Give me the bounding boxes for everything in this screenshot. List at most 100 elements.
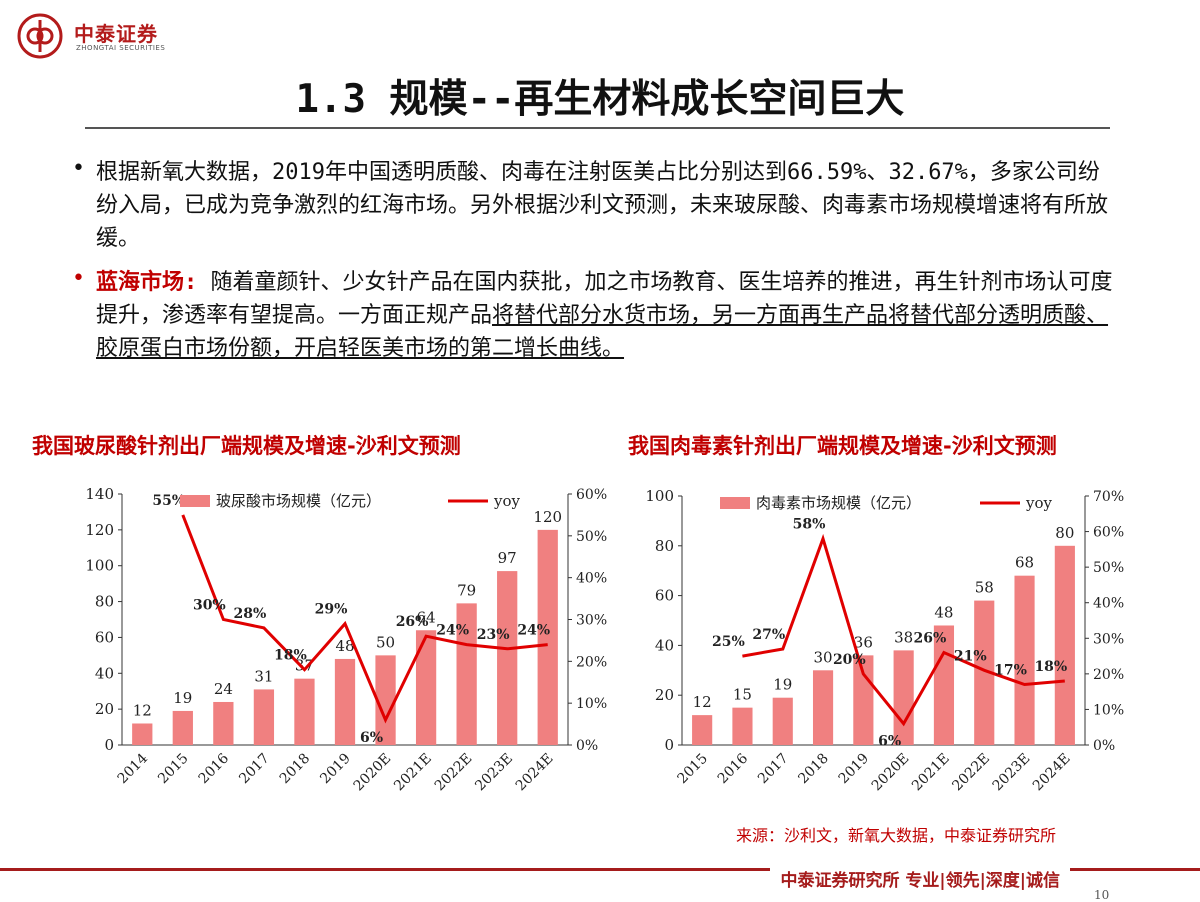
right-tick-label: 20%	[1093, 667, 1124, 683]
bar-value-label: 31	[254, 667, 273, 685]
bullet-dot-icon: •	[72, 266, 85, 291]
right-tick-label: 50%	[576, 529, 607, 545]
x-tick-label: 2022E	[432, 751, 476, 795]
x-tick-label: 2015	[674, 751, 711, 788]
right-tick-label: 10%	[576, 696, 607, 712]
bar-value-label: 36	[854, 633, 873, 651]
left-tick-label: 20	[655, 686, 674, 704]
yoy-point-label: 21%	[954, 648, 987, 664]
yoy-point-label: 20%	[833, 652, 866, 668]
bullet-dot-icon: •	[72, 156, 85, 181]
chart-1: 0 20 40 60 80 100 120 140 0% 10% 20% 30% 40% 50% 60% 12…	[85, 485, 607, 795]
x-tick-label: 2022E	[949, 751, 993, 795]
yoy-point-label: 18%	[274, 648, 307, 664]
paragraph-2: 蓝海市场: 随着童颜针、少女针产品在国内获批，加之市场教育、医生培养的推进，再生…	[96, 266, 1116, 365]
left-tick-label: 0	[664, 736, 674, 754]
legend-bar-label: 肉毒素市场规模（亿元）	[756, 494, 921, 512]
footer-divider	[0, 868, 1200, 871]
yoy-point-label: 6%	[360, 730, 383, 746]
right-tick-label: 40%	[1093, 596, 1124, 612]
x-tick-label: 2024E	[1030, 751, 1074, 795]
bar-value-label: 24	[214, 680, 233, 698]
yoy-point-label: 58%	[793, 517, 826, 533]
left-tick-label: 60	[95, 628, 114, 646]
bar	[853, 655, 874, 745]
left-tick-label: 20	[95, 700, 114, 718]
yoy-point-label: 6%	[878, 734, 901, 750]
paragraph-2-text: 蓝海市场: 随着童颜针、少女针产品在国内获批，加之市场教育、医生培养的推进，再生…	[96, 266, 1116, 365]
paragraph-1: 根据新氧大数据，2019年中国透明质酸、肉毒在注射医美占比分别达到66.59%、…	[96, 156, 1116, 255]
x-tick-label: 2018	[795, 751, 832, 788]
bar	[415, 630, 437, 745]
bar-value-label: 19	[173, 689, 192, 707]
bar	[692, 715, 713, 745]
yoy-line	[742, 533, 1065, 727]
bar	[893, 650, 914, 745]
paragraph-2-body: 随着童颜针、少女针产品在国内获批，加之市场教育、医生培养的推进，再生针剂市场认可…	[96, 270, 1113, 328]
bar	[172, 710, 193, 745]
bar-value-label: 12	[133, 701, 152, 719]
bar	[294, 678, 315, 745]
right-tick-label: 30%	[1093, 631, 1124, 647]
bar-value-label: 97	[498, 549, 517, 567]
x-tick-label: 2016	[196, 750, 233, 787]
x-tick-label: 2021E	[909, 751, 953, 795]
company-logo: 中泰证券 ZHONGTAI SECURITIES	[16, 12, 216, 62]
bar	[1054, 545, 1075, 745]
left-tick-label: 100	[85, 557, 114, 575]
bar-value-label: 48	[934, 603, 953, 621]
yoy-point-label: 24%	[517, 623, 550, 639]
bar	[537, 529, 558, 745]
bar	[334, 658, 356, 745]
right-tick-label: 0%	[576, 738, 598, 754]
legend-bar-swatch	[180, 495, 210, 507]
x-tick-label: 2019	[836, 751, 873, 788]
bar-value-label: 15	[733, 686, 752, 704]
bar	[1014, 575, 1035, 745]
bar	[974, 600, 995, 745]
x-tick-label: 2024E	[513, 751, 557, 795]
bar	[253, 689, 275, 745]
paragraph-2-underlined: 将替代部分水货市场，另一方面再生产品将替代部分透明质酸、胶原蛋白市场份额，开启轻…	[96, 303, 1109, 361]
paragraph-1-text: 根据新氧大数据，2019年中国透明质酸、肉毒在注射医美占比分别达到66.59%、…	[96, 160, 1109, 251]
bar-value-label: 68	[1015, 554, 1034, 572]
bar-value-label: 80	[1055, 524, 1074, 542]
left-tick-label: 0	[104, 736, 114, 754]
page-title: 1.3 规模--再生材料成长空间巨大	[295, 77, 905, 122]
left-tick-label: 40	[95, 664, 114, 682]
right-tick-label: 20%	[576, 654, 607, 670]
chart-2: 0 20 40 60 80 100 0% 10% 20% 30% 40% 50% 60% 70% 12 15 1…	[645, 487, 1124, 795]
bar	[772, 697, 793, 745]
right-tick-label: 50%	[1093, 560, 1124, 576]
x-tick-label: 2018	[277, 751, 314, 788]
legend-line-label: yoy	[493, 492, 521, 510]
yoy-point-label: 17%	[994, 663, 1027, 679]
yoy-point-label: 26%	[396, 614, 429, 630]
x-tick-label: 2017	[755, 751, 792, 788]
bar-value-label: 48	[335, 637, 354, 655]
bar-value-label: 64	[417, 608, 436, 626]
left-tick-label: 60	[655, 587, 674, 605]
bar-value-label: 79	[457, 581, 476, 599]
left-tick-label: 80	[95, 593, 114, 611]
title-divider	[85, 127, 1110, 129]
x-tick-label: 2023E	[472, 751, 516, 795]
legend-bar-label: 玻尿酸市场规模（亿元）	[216, 492, 381, 510]
left-tick-label: 80	[655, 537, 674, 555]
yoy-point-label: 18%	[1034, 659, 1067, 675]
legend-line-label: yoy	[1025, 494, 1053, 512]
bar	[497, 571, 518, 745]
bar-value-label: 30	[814, 648, 833, 666]
yoy-point-label: 24%	[436, 623, 469, 639]
x-tick-label: 2020E	[351, 751, 395, 795]
page-number: 10	[1094, 888, 1110, 902]
right-tick-label: 60%	[1093, 525, 1124, 541]
right-tick-label: 0%	[1093, 738, 1115, 754]
yoy-point-label: 55%	[152, 493, 185, 509]
bar	[456, 603, 477, 745]
yoy-point-label: 23%	[477, 627, 510, 643]
x-tick-label: 2019	[317, 751, 354, 788]
right-tick-label: 30%	[576, 613, 607, 629]
yoy-point-label: 26%	[914, 631, 947, 647]
bar-value-label: 12	[693, 693, 712, 711]
